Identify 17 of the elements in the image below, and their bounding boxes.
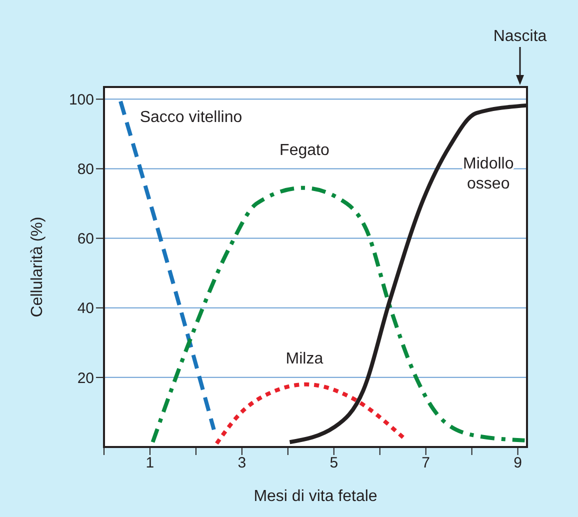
y-tick-label: 100 bbox=[68, 92, 94, 108]
x-axis-title: Mesi di vita fetale bbox=[254, 488, 378, 505]
y-tick-label: 20 bbox=[77, 370, 94, 387]
x-tick-label: 5 bbox=[330, 454, 338, 472]
y-tick-label: 60 bbox=[77, 230, 94, 248]
x-tick-label: 7 bbox=[422, 454, 430, 472]
series-label: Milza bbox=[286, 350, 324, 368]
x-tick-label: 3 bbox=[238, 454, 246, 472]
y-tick-label: 40 bbox=[77, 300, 94, 318]
series-label: Fegato bbox=[280, 142, 330, 159]
x-tick-label: 1 bbox=[146, 454, 154, 472]
series-label: Sacco vitellino bbox=[140, 108, 242, 126]
line-series bbox=[214, 382, 406, 446]
y-tick-label: 80 bbox=[77, 161, 94, 178]
text: Nascita bbox=[493, 28, 547, 45]
y-axis-title: Cellularità (%) bbox=[29, 216, 46, 318]
x-tick-label: 9 bbox=[514, 454, 522, 472]
